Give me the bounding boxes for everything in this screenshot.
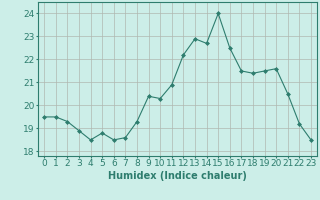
X-axis label: Humidex (Indice chaleur): Humidex (Indice chaleur) [108, 171, 247, 181]
